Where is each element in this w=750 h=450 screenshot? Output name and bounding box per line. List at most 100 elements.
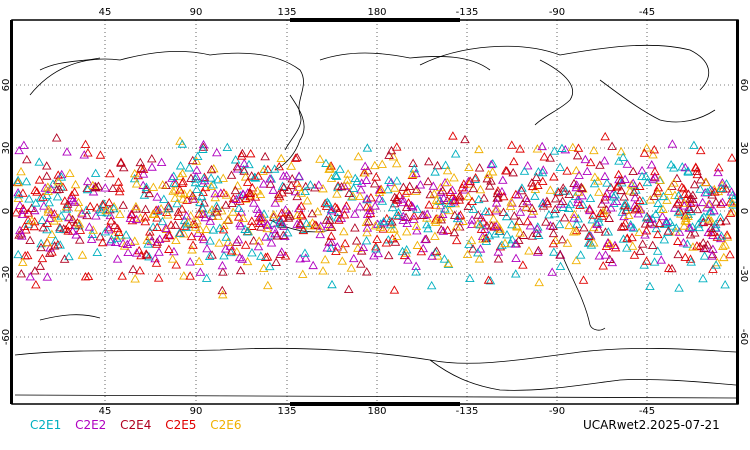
observation-marker	[378, 224, 389, 233]
observation-marker	[531, 228, 542, 237]
observation-marker	[555, 261, 566, 271]
observation-marker	[481, 233, 491, 243]
observation-marker	[321, 158, 331, 167]
observation-marker	[675, 206, 685, 215]
observation-marker	[127, 215, 138, 225]
observation-marker	[619, 192, 629, 201]
observation-marker	[442, 225, 453, 234]
observation-marker	[326, 206, 337, 215]
observation-marker	[258, 263, 269, 273]
observation-marker	[138, 169, 149, 178]
observation-marker	[186, 173, 196, 182]
observation-marker	[42, 218, 53, 227]
observation-marker	[93, 181, 104, 190]
observation-marker	[278, 213, 288, 222]
observation-marker	[692, 241, 702, 250]
observation-marker	[392, 195, 403, 204]
observation-marker	[171, 235, 181, 245]
observation-marker	[431, 195, 442, 204]
observation-marker	[618, 152, 628, 161]
observation-marker	[236, 151, 247, 160]
observation-marker	[630, 192, 640, 202]
observation-marker	[269, 164, 280, 173]
observation-marker	[336, 182, 347, 191]
observation-marker	[324, 211, 334, 220]
observation-marker	[100, 183, 111, 192]
observation-marker	[475, 244, 486, 253]
observation-marker	[606, 203, 616, 212]
observation-marker	[616, 185, 627, 195]
observation-marker	[490, 229, 500, 238]
observation-marker	[213, 174, 223, 184]
observation-marker	[491, 198, 502, 207]
observation-marker	[680, 162, 691, 172]
observation-marker	[438, 226, 449, 235]
observation-marker	[15, 200, 25, 210]
observation-marker	[314, 180, 324, 189]
observation-marker	[628, 166, 638, 176]
observation-marker	[100, 227, 111, 236]
observation-marker	[294, 182, 304, 191]
observation-marker	[214, 223, 225, 232]
observation-marker	[97, 199, 108, 209]
observation-marker	[487, 167, 498, 176]
observation-marker	[362, 201, 372, 211]
observation-marker	[507, 234, 518, 244]
observation-marker	[491, 204, 502, 213]
observation-marker	[263, 164, 273, 174]
observation-marker	[148, 182, 159, 191]
observation-marker	[606, 182, 616, 192]
observation-marker	[484, 207, 494, 216]
observation-marker	[384, 175, 394, 185]
observation-marker	[515, 207, 526, 216]
observation-marker	[339, 181, 350, 190]
observation-marker	[185, 257, 195, 266]
observation-marker	[653, 188, 663, 197]
observation-marker	[638, 196, 648, 205]
observation-marker	[129, 236, 140, 245]
observation-marker	[427, 251, 437, 260]
observation-marker	[239, 166, 249, 175]
observation-marker	[715, 217, 726, 226]
observation-marker	[238, 189, 248, 198]
observation-marker	[19, 140, 29, 149]
observation-marker	[525, 221, 536, 230]
observation-marker	[674, 283, 684, 292]
observation-marker	[549, 247, 559, 256]
observation-marker	[131, 204, 141, 213]
observation-marker	[355, 191, 365, 200]
observation-marker	[42, 272, 53, 281]
observation-marker	[412, 240, 423, 249]
observation-marker	[377, 159, 387, 168]
observation-marker	[365, 208, 376, 218]
observation-marker	[335, 164, 345, 173]
observation-marker	[634, 227, 644, 236]
observation-marker	[436, 224, 447, 234]
observation-marker	[333, 182, 343, 192]
observation-marker	[710, 187, 720, 196]
observation-marker	[502, 229, 512, 239]
observation-marker	[54, 184, 65, 194]
observation-marker	[648, 150, 658, 159]
observation-marker	[538, 165, 549, 174]
observation-marker	[474, 163, 485, 172]
observation-marker	[116, 157, 126, 166]
observation-marker	[608, 192, 619, 201]
observation-marker	[195, 224, 205, 234]
observation-marker	[82, 184, 93, 194]
observation-marker	[45, 243, 55, 252]
observation-marker	[455, 210, 466, 219]
observation-marker	[144, 251, 154, 261]
observation-marker	[545, 185, 556, 194]
observation-marker	[346, 263, 357, 272]
observation-marker	[564, 203, 574, 213]
observation-marker	[228, 193, 239, 203]
observation-marker	[541, 217, 551, 226]
observation-marker	[18, 188, 28, 197]
observation-marker	[601, 205, 612, 214]
observation-marker	[112, 233, 122, 242]
frame-center-bottom	[290, 402, 460, 406]
observation-marker	[509, 156, 519, 166]
observation-marker	[221, 232, 232, 241]
observation-marker	[113, 177, 124, 186]
